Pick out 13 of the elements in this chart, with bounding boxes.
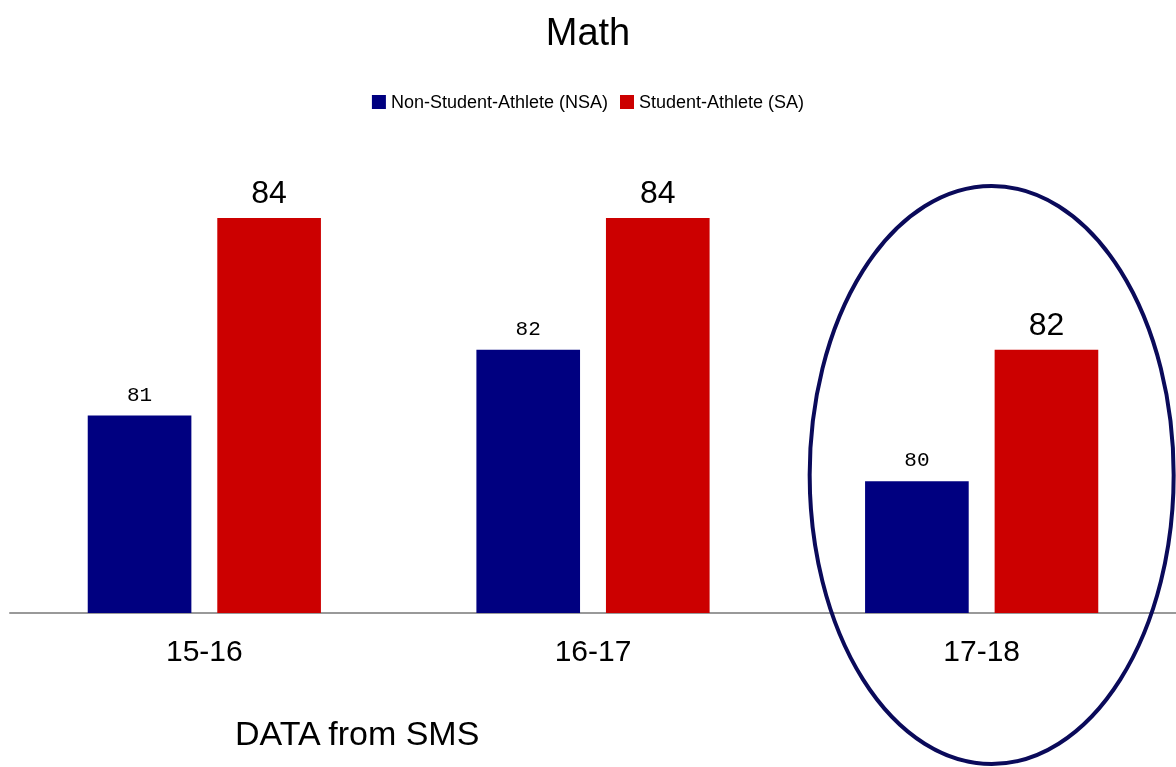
x-tick-label: 16-17 [554, 633, 632, 667]
x-tick-label: 17-18 [943, 633, 1021, 667]
legend-label: Student-Athlete (SA) [639, 92, 805, 112]
data-label: 84 [639, 174, 676, 210]
text: DATA from SMS [235, 714, 480, 752]
legend-label: Non-Student-Athlete (NSA) [390, 92, 609, 112]
chart-title: Math [545, 11, 631, 53]
data-label: 82 [515, 317, 541, 341]
data-label: 81 [126, 383, 153, 407]
data-label: 82 [1028, 305, 1065, 342]
data-label: 80 [904, 449, 930, 473]
data-label: 84 [251, 174, 287, 210]
x-tick-label: 15-16 [165, 633, 243, 667]
